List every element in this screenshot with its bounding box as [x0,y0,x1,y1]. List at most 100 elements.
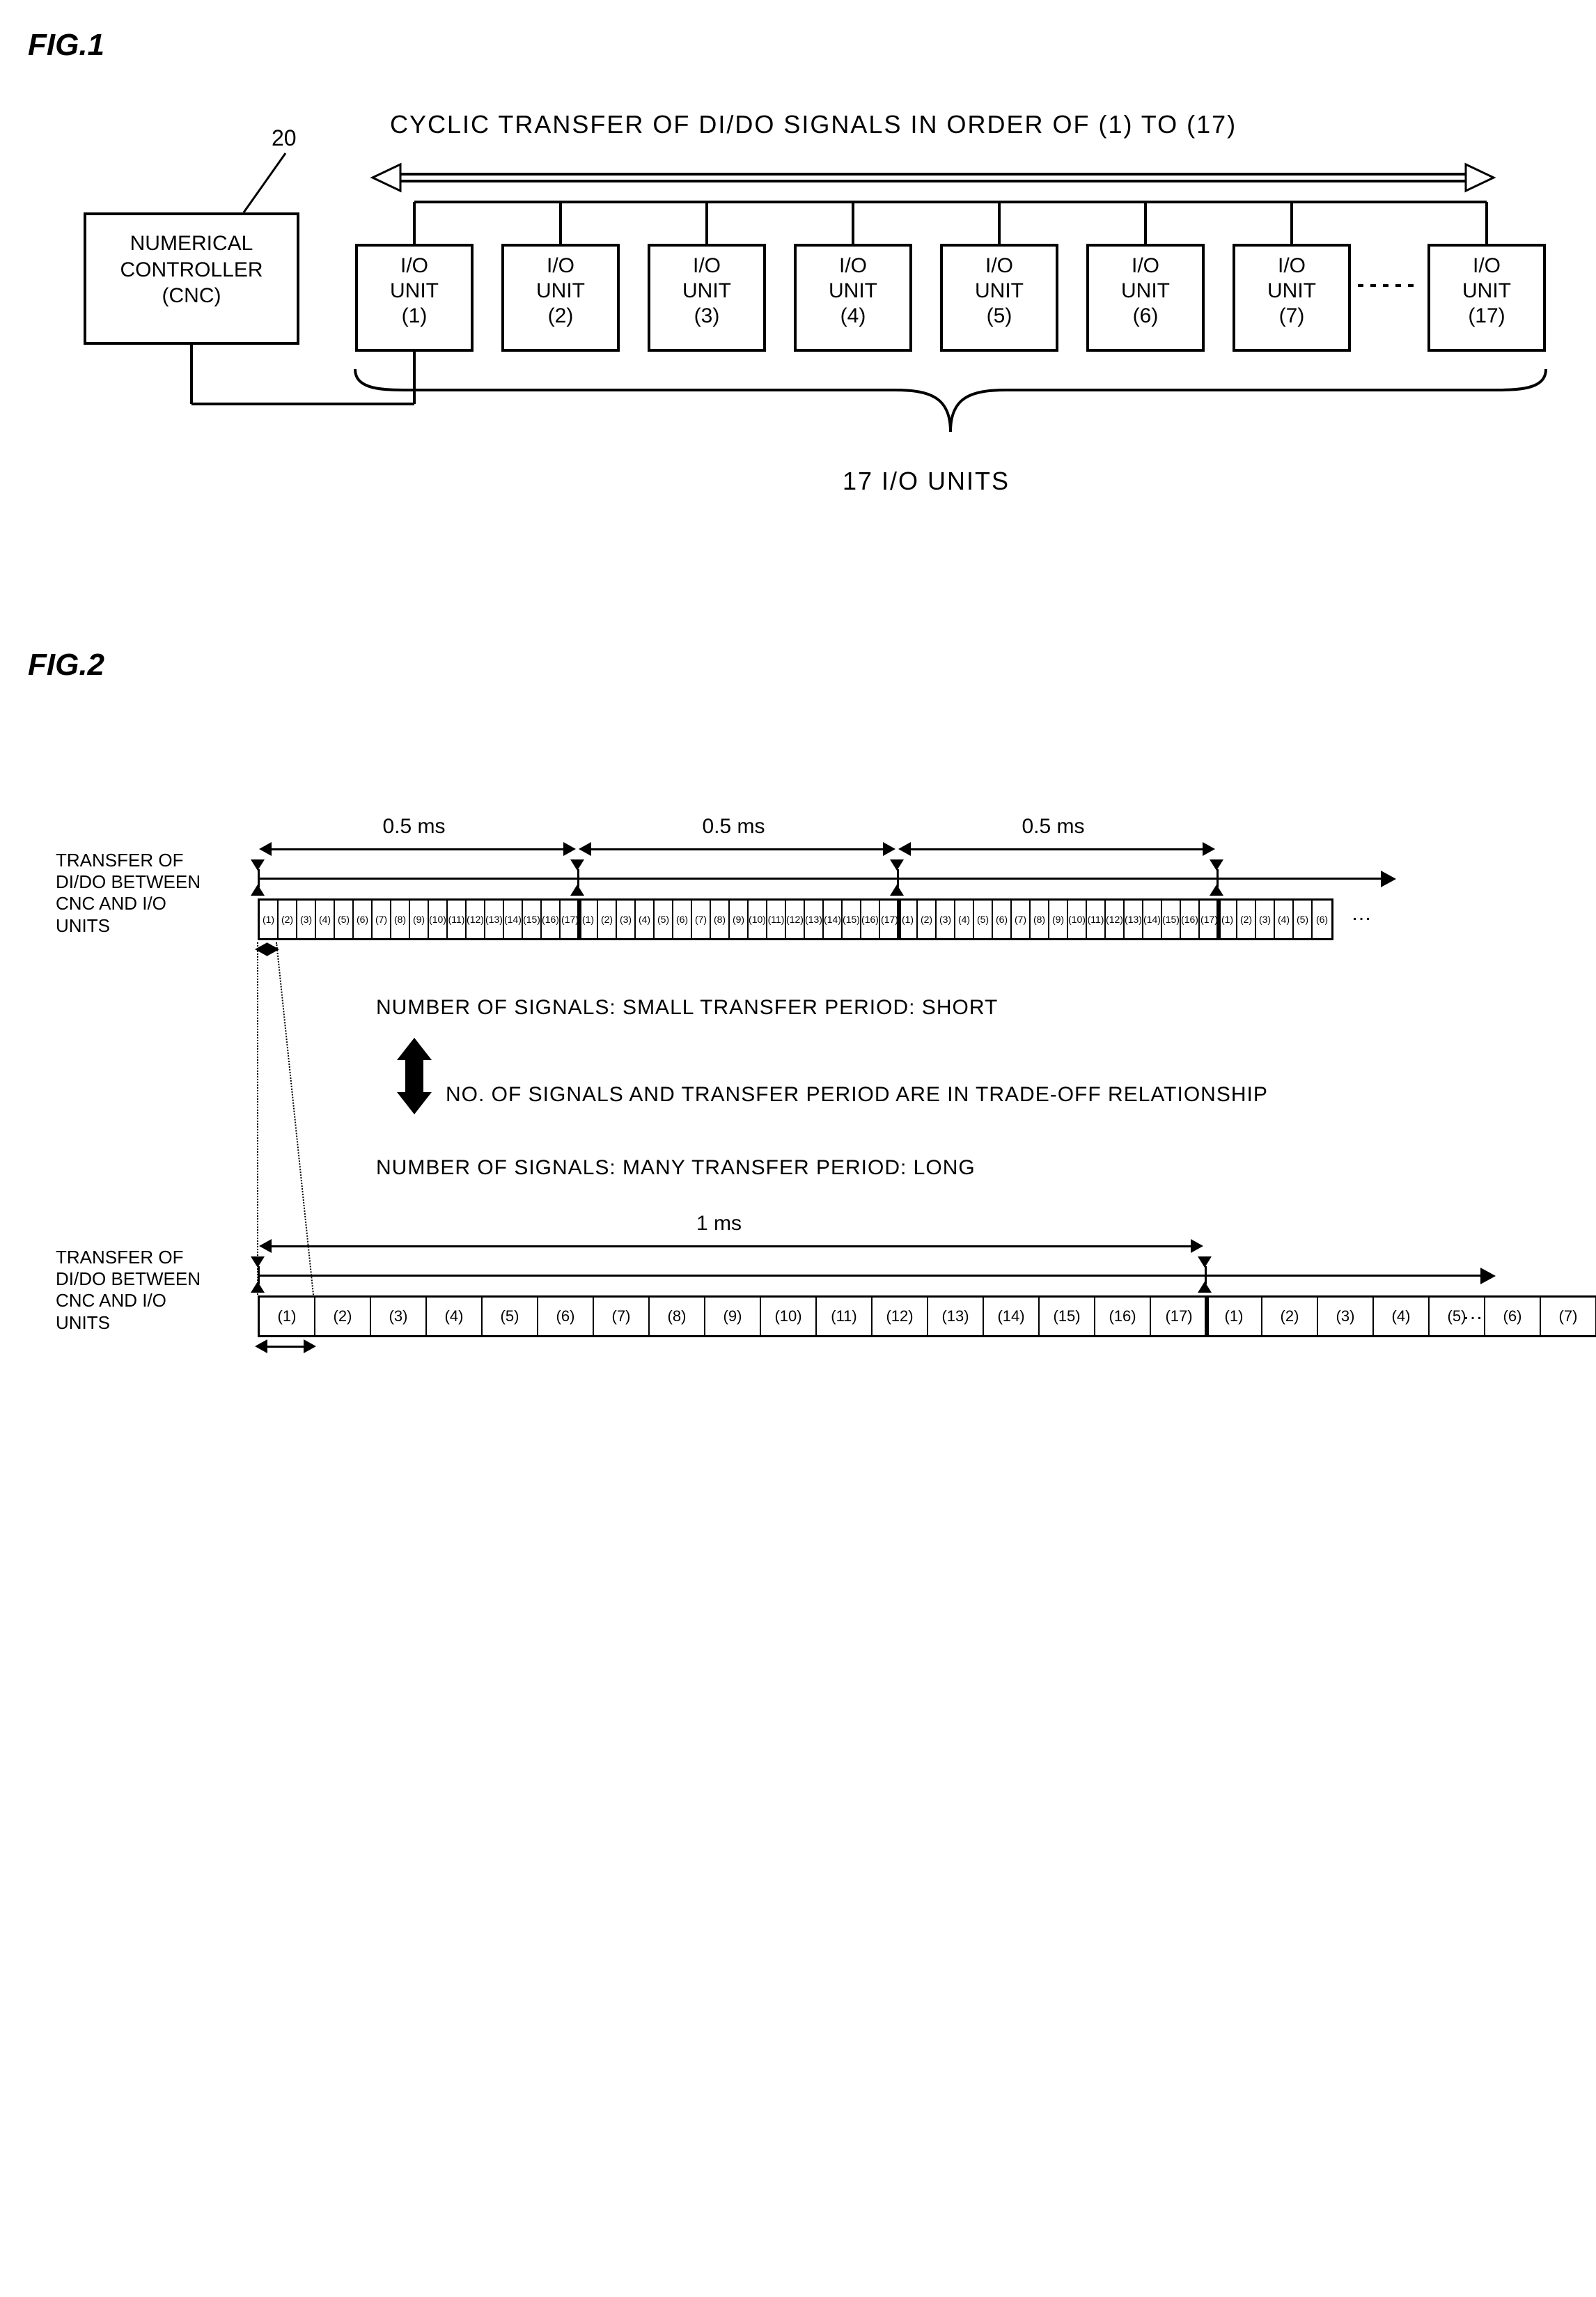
slot-cell: (6) [673,901,692,938]
slot-cell: (16) [1181,901,1200,938]
slot-cell: (11) [448,901,467,938]
io-l1: I/O [1089,254,1202,279]
io-n: (17) [1430,304,1543,329]
io-l1: I/O [650,254,763,279]
slb-1: TRANSFER OF [56,1247,201,1268]
slot-cell: (12) [786,901,805,938]
slot-cell: (11) [817,1298,873,1335]
slot-cell: (7) [692,901,711,938]
io-unit-box: I/OUNIT(3) [648,244,766,352]
slot-cell: (14) [824,901,843,938]
sl-1: TRANSFER OF [56,850,201,871]
slot-cell: (5) [483,1298,538,1335]
sl-2: DI/DO BETWEEN [56,871,201,893]
period-label: 0.5 ms [703,815,765,839]
io-l2: UNIT [650,279,763,304]
slot-cell: (1) [899,901,918,938]
period-label: 0.5 ms [1022,815,1085,839]
slot-cell: (16) [1095,1298,1151,1335]
slot-cell: (3) [297,901,316,938]
slot-cell: (4) [955,901,974,938]
io-n: (2) [504,304,617,329]
io-unit-box: I/OUNIT(1) [355,244,474,352]
io-l1: I/O [504,254,617,279]
slot-cell: (4) [316,901,335,938]
slot-cell: (1) [1207,1298,1262,1335]
slot-cell: (6) [538,1298,594,1335]
slot-cell: (10) [1068,901,1087,938]
ref-20-label: 20 [272,125,297,151]
cnc-box: NUMERICAL CONTROLLER (CNC) [84,212,299,345]
slot-cell: (4) [636,901,655,938]
slot-cell: (5) [1294,901,1313,938]
slot-cell: (6) [1313,901,1331,938]
sl-4: UNITS [56,915,201,937]
io-n: (5) [943,304,1056,329]
io-unit-box: I/OUNIT(2) [501,244,620,352]
slot-cell: (9) [730,901,749,938]
units-brace [355,369,1546,432]
slot-row: (1)(2)(3)(4)(5)(6)(7)(8)(9)(10)(11)(12)(… [258,1295,1209,1337]
io-l1: I/O [943,254,1056,279]
io-unit-box: I/OUNIT(17) [1427,244,1546,352]
top-side-label: TRANSFER OF DI/DO BETWEEN CNC AND I/O UN… [56,850,201,937]
slot-cell: (3) [617,901,636,938]
slot-cell: (5) [335,901,354,938]
slot-cell: (12) [467,901,485,938]
slot-cell: (9) [705,1298,761,1335]
slot-cell: (17) [561,901,579,938]
bottom-caption: NUMBER OF SIGNALS: MANY TRANSFER PERIOD:… [376,1156,976,1180]
slot-cell: (15) [523,901,542,938]
slot-cell: (5) [974,901,993,938]
slot-cell: (9) [410,901,429,938]
slot-cell: (8) [1031,901,1049,938]
slot-cell: (8) [711,901,730,938]
slot-row: (1)(2)(3)(4)(5)(6) [1216,898,1333,940]
slot-cell: (12) [1106,901,1125,938]
bus-drops [414,202,1487,244]
slot-row: (1)(2)(3)(4)(5)(6)(7)(8)(9)(10)(11)(12)(… [897,898,1221,940]
io-l2: UNIT [1089,279,1202,304]
slot-cell: (3) [1256,901,1275,938]
bottom-ellipsis: … [1462,1301,1483,1325]
slot-cell: (16) [861,901,880,938]
cnc-wire [191,345,414,404]
slot-cell: (15) [1040,1298,1095,1335]
slot-cell: (17) [1200,901,1219,938]
io-unit-box: I/OUNIT(4) [794,244,912,352]
slot-cell: (1) [1219,901,1237,938]
slot-cell: (13) [928,1298,984,1335]
io-n: (1) [358,304,471,329]
slot-cell: (10) [761,1298,817,1335]
io-l2: UNIT [504,279,617,304]
slot-cell: (2) [279,901,297,938]
io-unit-box: I/OUNIT(6) [1086,244,1205,352]
slot-cell: (7) [1012,901,1031,938]
io-n: (4) [797,304,909,329]
slot-cell: (2) [1262,1298,1318,1335]
slot-cell: (14) [1143,901,1162,938]
io-l1: I/O [1430,254,1543,279]
slot-cell: (11) [767,901,786,938]
io-n: (7) [1235,304,1348,329]
slot-cell: (7) [594,1298,650,1335]
slot-cell: (13) [485,901,504,938]
period-label: 0.5 ms [383,815,446,839]
io-l1: I/O [358,254,471,279]
slot-cell: (1) [260,1298,315,1335]
slot-cell: (3) [1318,1298,1374,1335]
slot-cell: (8) [650,1298,705,1335]
fig2-label: FIG.2 [28,648,1568,683]
units-caption: 17 I/O UNITS [843,467,1010,496]
io-l1: I/O [1235,254,1348,279]
slot-cell: (11) [1087,901,1106,938]
slot-cell: (12) [873,1298,928,1335]
fig1-title: CYCLIC TRANSFER OF DI/DO SIGNALS IN ORDE… [390,110,1237,139]
slot-cell: (13) [805,901,824,938]
slot-cell: (16) [542,901,561,938]
io-l2: UNIT [358,279,471,304]
slot-cell: (13) [1125,901,1143,938]
slot-cell: (4) [1374,1298,1430,1335]
top-caption: NUMBER OF SIGNALS: SMALL TRANSFER PERIOD… [376,996,998,1020]
slb-4: UNITS [56,1312,201,1334]
